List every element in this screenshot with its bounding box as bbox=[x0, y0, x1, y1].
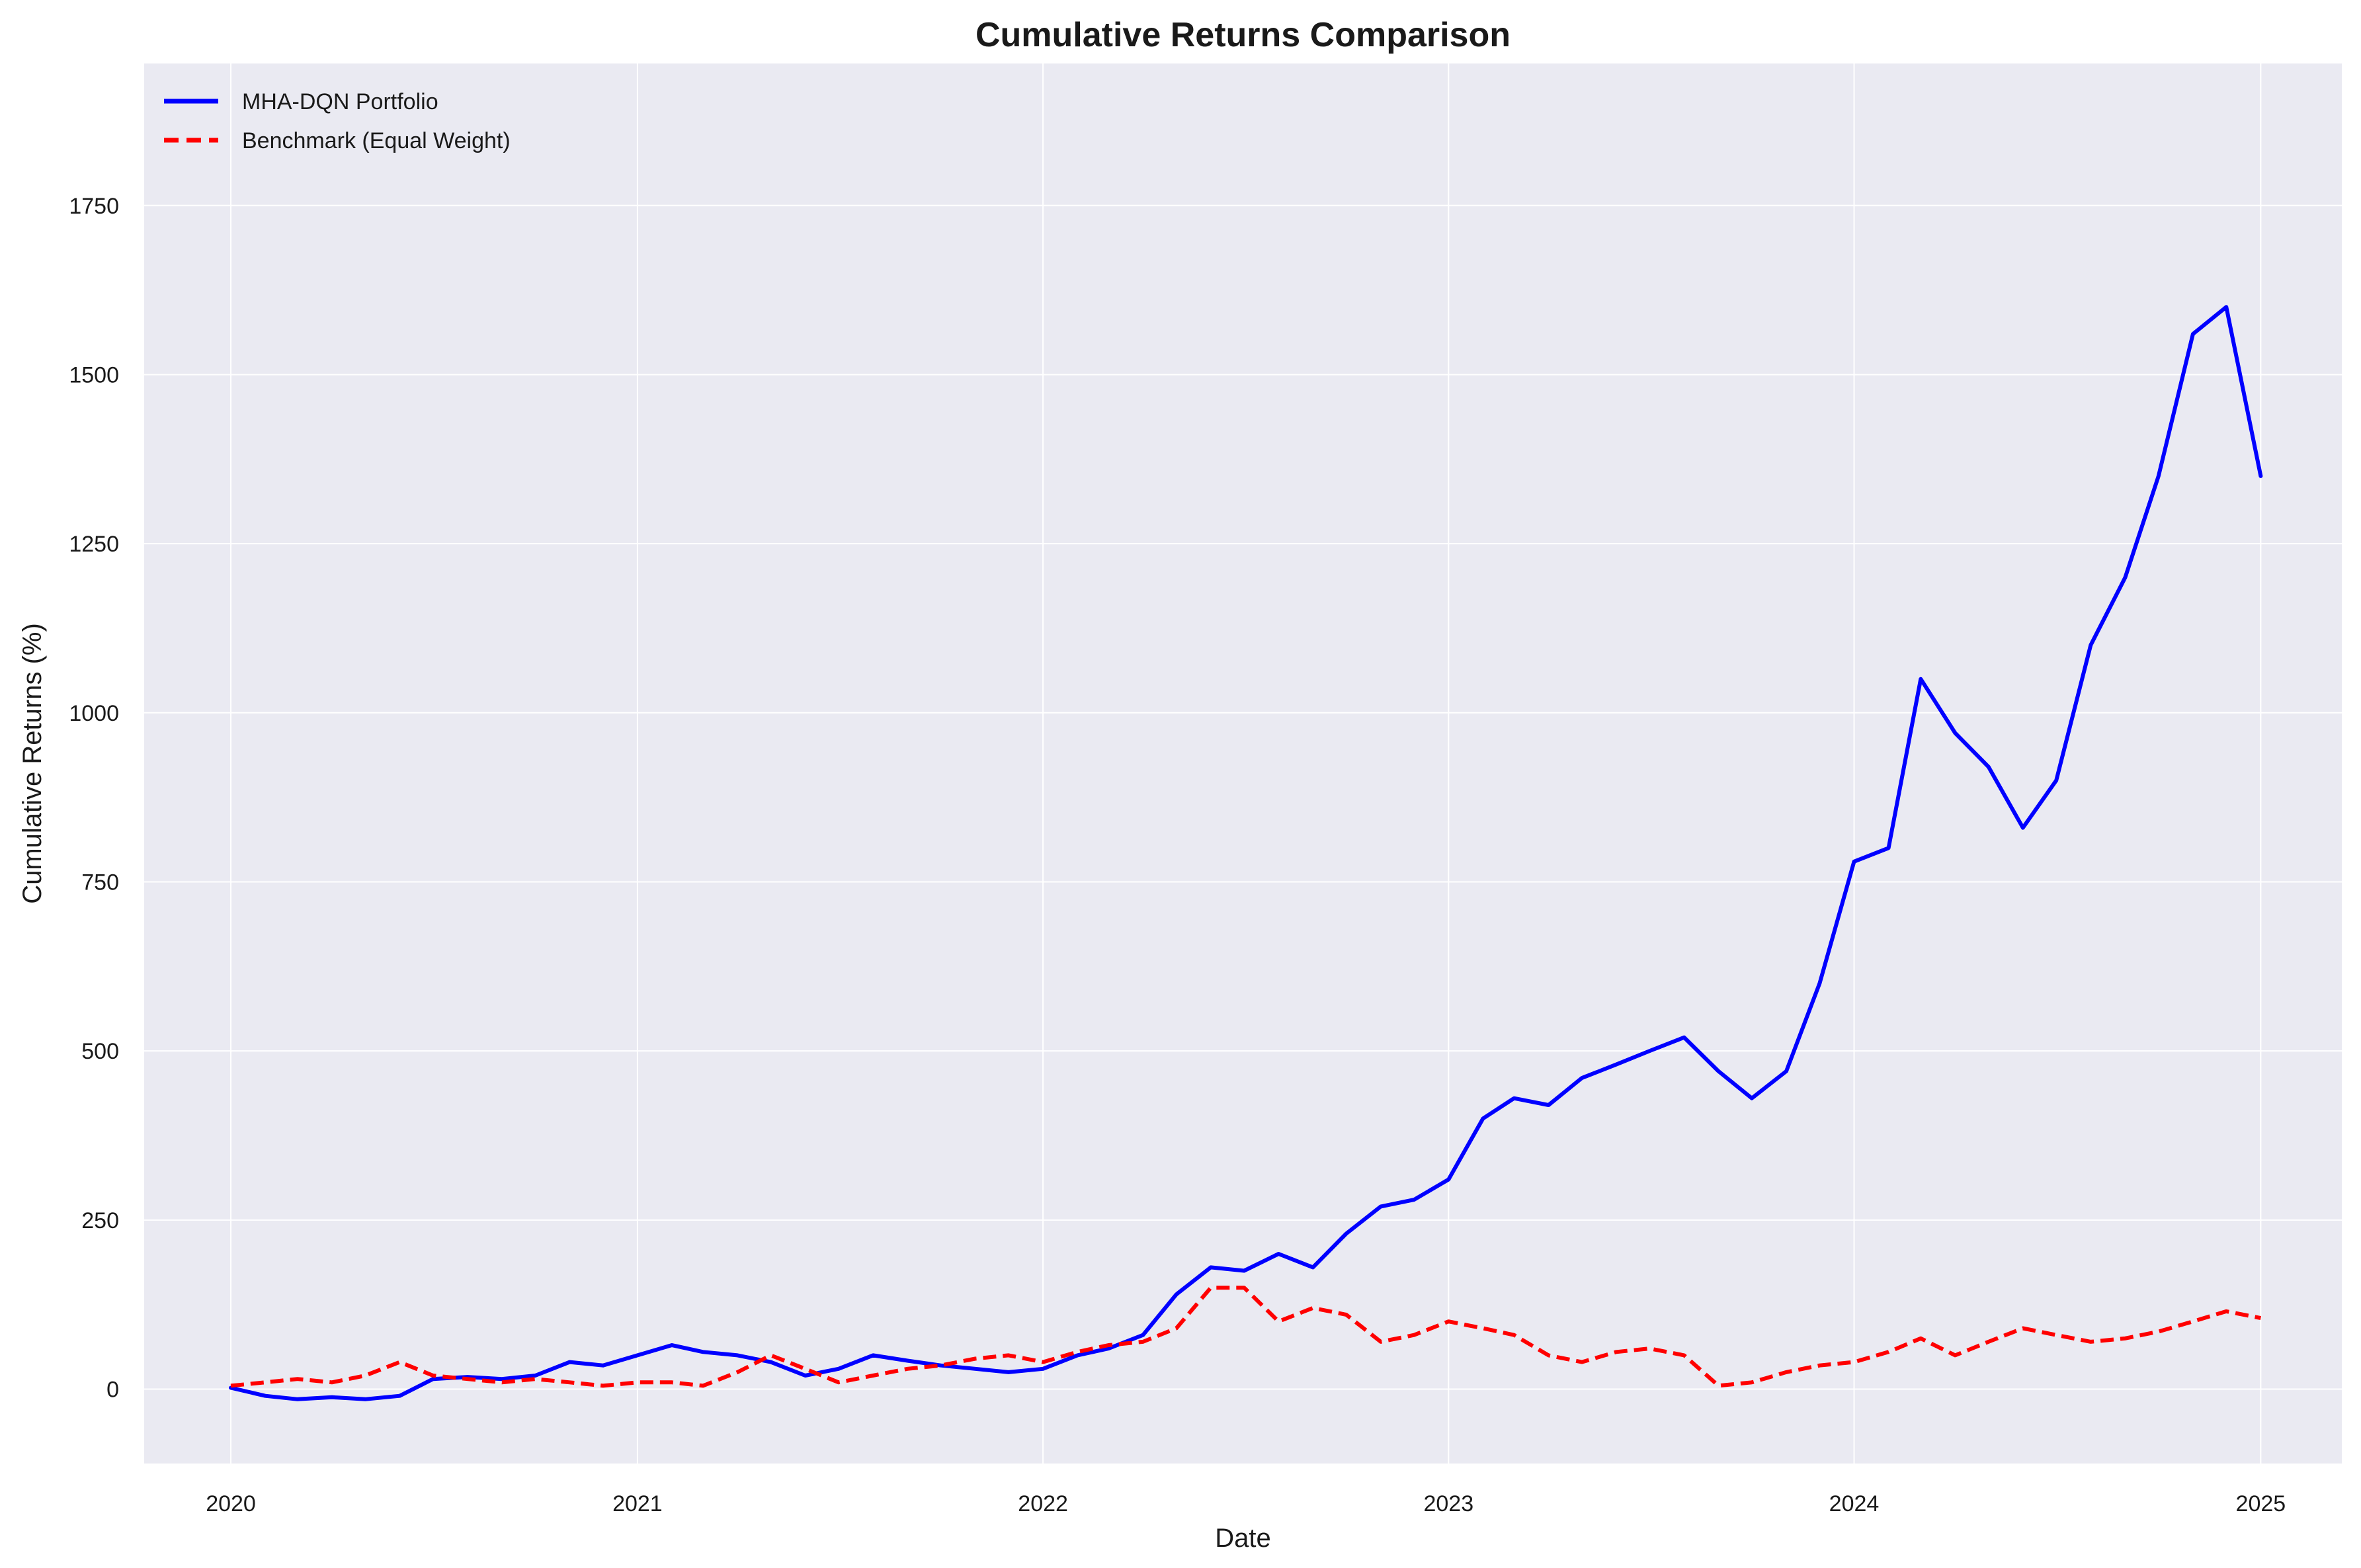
x-tick-label-2025: 2025 bbox=[2236, 1491, 2286, 1516]
x-tick-label-2022: 2022 bbox=[1018, 1491, 1068, 1516]
plot-area bbox=[144, 63, 2342, 1464]
series-layer bbox=[229, 305, 2263, 1401]
y-tick-label-500: 500 bbox=[81, 1039, 119, 1064]
legend-label-benchmark: Benchmark (Equal Weight) bbox=[242, 128, 511, 153]
x-axis-label: Date bbox=[1215, 1524, 1271, 1553]
legend: MHA-DQN Portfolio Benchmark (Equal Weigh… bbox=[164, 89, 511, 153]
y-tick-label-1750: 1750 bbox=[69, 194, 119, 219]
y-tick-label-0: 0 bbox=[106, 1378, 119, 1403]
series-line-benchmark bbox=[230, 1286, 2261, 1388]
legend-label-mha-dqn: MHA-DQN Portfolio bbox=[242, 89, 438, 114]
y-tick-label-250: 250 bbox=[81, 1208, 119, 1233]
x-tick-label-2021: 2021 bbox=[612, 1491, 663, 1516]
y-tick-label-1500: 1500 bbox=[69, 362, 119, 388]
y-tick-label-1000: 1000 bbox=[69, 701, 119, 726]
x-tick-label-2020: 2020 bbox=[206, 1491, 256, 1516]
grid-lines bbox=[144, 63, 2342, 1464]
y-axis-label: Cumulative Returns (%) bbox=[18, 623, 47, 904]
chart-title: Cumulative Returns Comparison bbox=[975, 16, 1511, 54]
tick-labels: 2020 2021 2022 2023 2024 2025 0 250 500 750 1000 12… bbox=[69, 194, 2286, 1516]
x-tick-label-2024: 2024 bbox=[1829, 1491, 1880, 1516]
y-tick-label-750: 750 bbox=[81, 870, 119, 895]
y-tick-label-1250: 1250 bbox=[69, 532, 119, 557]
x-tick-label-2023: 2023 bbox=[1423, 1491, 1473, 1516]
series-line-mha-dqn bbox=[229, 305, 2263, 1401]
